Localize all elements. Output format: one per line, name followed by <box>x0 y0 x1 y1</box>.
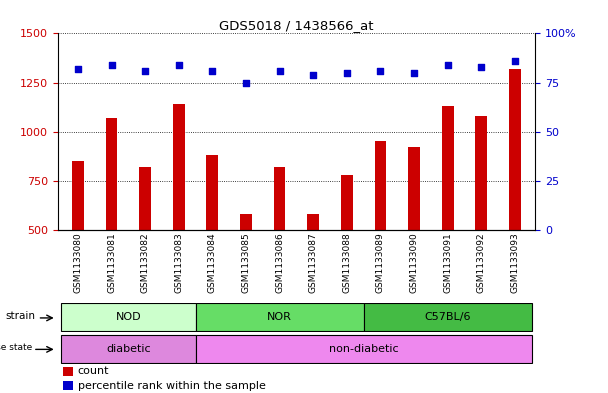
Point <box>140 68 150 74</box>
Text: non-diabetic: non-diabetic <box>329 344 398 354</box>
Point <box>174 62 184 68</box>
Text: percentile rank within the sample: percentile rank within the sample <box>78 381 266 391</box>
Point <box>477 64 486 70</box>
Bar <box>364 303 531 332</box>
Bar <box>240 214 252 328</box>
Bar <box>173 104 185 328</box>
Bar <box>509 69 521 328</box>
Point <box>207 68 217 74</box>
Text: GSM1133083: GSM1133083 <box>174 232 183 293</box>
Bar <box>307 214 319 328</box>
Text: NOR: NOR <box>267 312 292 322</box>
Bar <box>207 155 218 328</box>
Text: disease state: disease state <box>0 343 32 352</box>
Bar <box>196 303 364 332</box>
Text: GSM1133092: GSM1133092 <box>477 232 486 293</box>
Point <box>73 66 83 72</box>
Bar <box>61 335 196 363</box>
Bar <box>375 141 386 328</box>
Text: GSM1133088: GSM1133088 <box>342 232 351 293</box>
Point <box>409 70 419 76</box>
Text: strain: strain <box>6 311 36 321</box>
Text: GSM1133086: GSM1133086 <box>275 232 284 293</box>
Point <box>308 72 318 78</box>
Text: GSM1133080: GSM1133080 <box>74 232 83 293</box>
Point <box>443 62 452 68</box>
Bar <box>63 367 73 376</box>
Point <box>241 79 251 86</box>
Text: GSM1133085: GSM1133085 <box>241 232 250 293</box>
Point <box>106 62 116 68</box>
Text: NOD: NOD <box>116 312 141 322</box>
Bar <box>442 106 454 328</box>
Text: GSM1133091: GSM1133091 <box>443 232 452 293</box>
Text: GSM1133081: GSM1133081 <box>107 232 116 293</box>
Title: GDS5018 / 1438566_at: GDS5018 / 1438566_at <box>219 19 374 32</box>
Text: GSM1133084: GSM1133084 <box>208 232 217 293</box>
Point <box>510 58 520 64</box>
Bar <box>196 335 531 363</box>
Text: GSM1133082: GSM1133082 <box>140 232 150 293</box>
Bar <box>72 161 84 328</box>
Bar <box>106 118 117 328</box>
Point <box>342 70 351 76</box>
Text: GSM1133089: GSM1133089 <box>376 232 385 293</box>
Text: count: count <box>78 367 109 376</box>
Bar <box>475 116 487 328</box>
Text: diabetic: diabetic <box>106 344 151 354</box>
Bar <box>408 147 420 328</box>
Text: GSM1133090: GSM1133090 <box>410 232 418 293</box>
Bar <box>139 167 151 328</box>
Bar <box>61 303 196 332</box>
Bar <box>341 175 353 328</box>
Text: C57BL/6: C57BL/6 <box>424 312 471 322</box>
Text: GSM1133087: GSM1133087 <box>309 232 318 293</box>
Bar <box>274 167 286 328</box>
Bar <box>63 381 73 390</box>
Text: GSM1133093: GSM1133093 <box>510 232 519 293</box>
Point <box>275 68 285 74</box>
Point <box>376 68 385 74</box>
